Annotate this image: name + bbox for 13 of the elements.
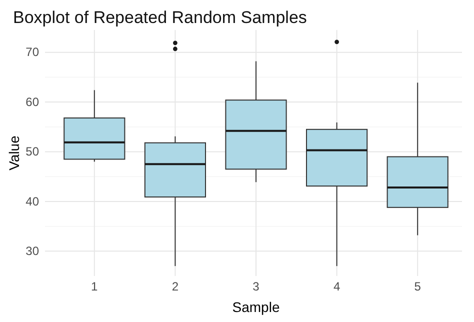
y-tick-label: 60	[26, 94, 40, 109]
x-axis-title: Sample	[232, 299, 280, 315]
y-axis-title: Value	[6, 135, 22, 170]
chart-title: Boxplot of Repeated Random Samples	[13, 8, 307, 27]
y-tick-label: 30	[26, 244, 40, 258]
x-tick-label: 2	[172, 280, 179, 294]
y-tick-label: 40	[26, 194, 40, 208]
x-tick-label: 5	[414, 280, 422, 294]
y-tick-label: 50	[26, 144, 40, 159]
x-tick-label: 4	[333, 280, 340, 294]
y-tick-label: 70	[26, 45, 40, 60]
x-tick-label: 3	[252, 280, 260, 294]
x-tick-label: 1	[91, 280, 98, 294]
